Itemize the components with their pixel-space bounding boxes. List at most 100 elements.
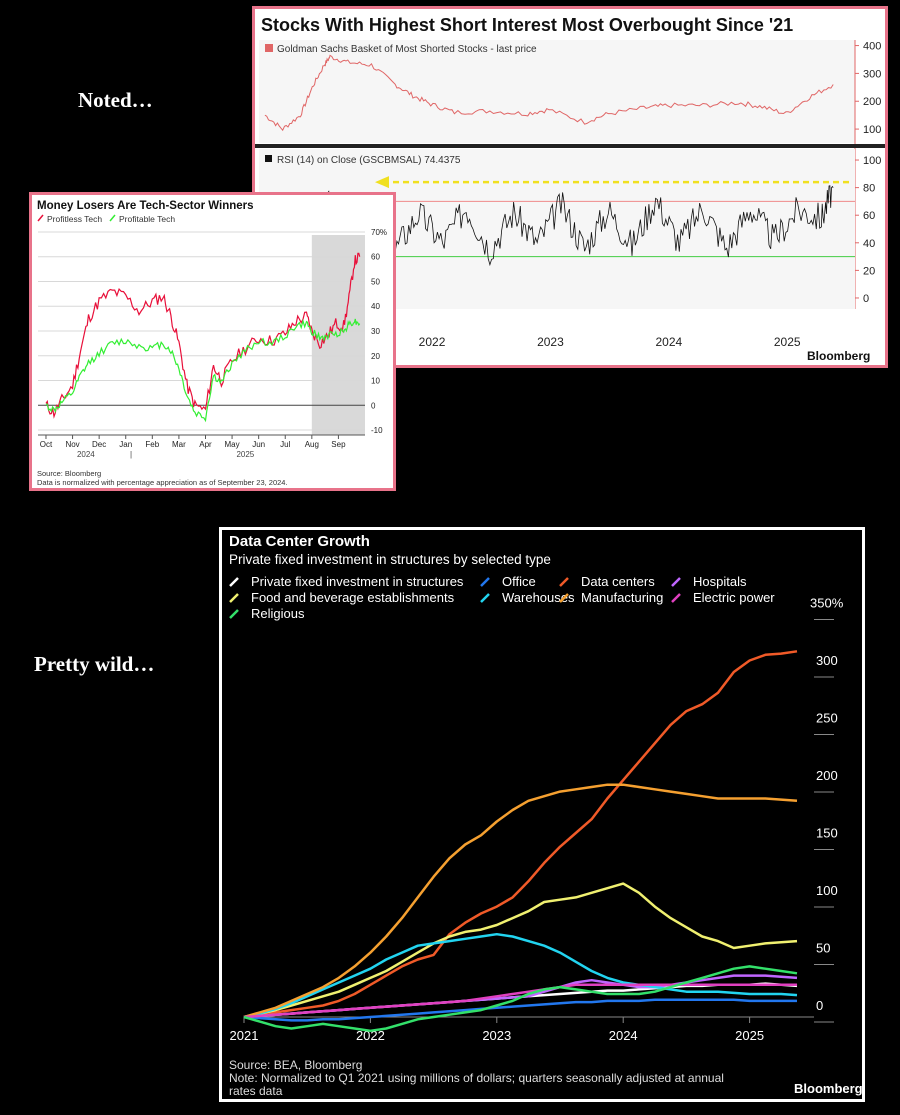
x-tick-label: Apr [199, 440, 212, 449]
y-tick-label: 40 [371, 302, 380, 311]
y-tick-label: 60 [371, 253, 380, 262]
top-y-tick-label: 100 [863, 124, 881, 136]
legend-swatch [229, 609, 239, 619]
y-tick-label: 30 [371, 327, 380, 336]
legend-label: Private fixed investment in structures [251, 574, 464, 589]
x-tick-label: Dec [92, 440, 106, 449]
overbought-arrow-head [375, 176, 389, 189]
chart-subtitle: Private fixed investment in structures b… [229, 552, 551, 567]
year-label: 2024 [77, 450, 95, 459]
x-tick-label: Aug [305, 440, 319, 449]
legend-label-profitable: Profitable Tech [119, 214, 175, 224]
x-tick-label: 2021 [230, 1028, 259, 1043]
bottom-y-tick-label: 0 [863, 293, 869, 305]
year-divider: | [130, 450, 132, 459]
data-center-growth-chart: Data Center Growth Private fixed investme… [219, 527, 865, 1102]
series-line [243, 650, 798, 1019]
x-tick-label: 2023 [482, 1028, 511, 1043]
top-y-tick-label: 400 [863, 41, 881, 53]
y-tick-label: 0 [371, 401, 376, 410]
source-brand: Bloomberg [807, 349, 870, 363]
y-tick-label: 20 [371, 352, 380, 361]
y-tick-label: 0 [816, 998, 823, 1013]
legend-label-basket: Goldman Sachs Basket of Most Shorted Sto… [277, 44, 537, 55]
x-tick-label: 2024 [609, 1028, 638, 1043]
bottom-y-tick-label: 40 [863, 238, 875, 250]
caption-pretty-wild: Pretty wild… [34, 652, 155, 676]
series-line [243, 783, 798, 1019]
y-tick-label: -10 [371, 426, 383, 435]
series-line [243, 983, 797, 1019]
bottom-y-tick-label: 20 [863, 265, 875, 277]
y-tick-label: 50 [816, 941, 830, 956]
data-center-growth-svg: Data Center Growth Private fixed investme… [229, 533, 863, 1098]
y-tick-label: 200 [816, 768, 838, 783]
series-line [243, 932, 798, 1019]
bottom-y-tick-label: 100 [863, 155, 881, 167]
x-tick-label: 2023 [537, 335, 564, 349]
legend-swatch [559, 577, 569, 587]
x-tick-label: 2022 [419, 335, 446, 349]
legend-swatch-rsi [265, 155, 272, 162]
legend-label: Data centers [581, 574, 655, 589]
legend-swatch [559, 593, 569, 603]
x-tick-label: 2024 [655, 335, 682, 349]
money-losers-chart: Money Losers Are Tech-Sector Winners Prof… [29, 192, 396, 491]
x-tick-label: Jun [252, 440, 265, 449]
x-tick-label: 2025 [735, 1028, 764, 1043]
chart-title: Data Center Growth [229, 533, 370, 550]
legend-swatch [671, 577, 681, 587]
legend-swatch [671, 593, 681, 603]
legend-label: Warehouses [502, 590, 575, 605]
series-line [243, 998, 797, 1022]
legend-swatch [480, 577, 490, 587]
x-tick-label: Jul [280, 440, 290, 449]
series-basket-line [264, 54, 834, 132]
series-line [243, 882, 798, 1019]
x-tick-label: Nov [65, 440, 79, 449]
shaded-region [311, 235, 365, 435]
x-tick-label: Feb [145, 440, 159, 449]
year-label: 2025 [236, 450, 254, 459]
y-tick-label: 150 [816, 826, 838, 841]
legend-label: Manufacturing [581, 590, 663, 605]
y-tick-label: 250 [816, 711, 838, 726]
x-tick-label: 2022 [356, 1028, 385, 1043]
top-y-tick-label: 300 [863, 68, 881, 80]
series-line [243, 965, 798, 1033]
legend-label: Religious [251, 606, 305, 621]
top-plot-bg [259, 40, 855, 143]
y-tick-label: 10 [371, 377, 380, 386]
legend-label-profitless: Profitless Tech [47, 214, 102, 224]
legend-label: Electric power [693, 590, 775, 605]
top-y-tick-label: 200 [863, 96, 881, 108]
panel-separator [255, 144, 885, 148]
legend-label-rsi: RSI (14) on Close (GSCBMSAL) 74.4375 [277, 155, 461, 166]
legend-swatch-basket [265, 44, 273, 52]
brand-label: Bloomberg [794, 1081, 862, 1096]
x-tick-label: Jan [119, 440, 132, 449]
legend-swatch-profitable [109, 214, 116, 222]
legend-label: Office [502, 574, 536, 589]
x-tick-label: Sep [331, 440, 346, 449]
bottom-y-tick-label: 80 [863, 183, 875, 195]
money-losers-svg: Money Losers Are Tech-Sector Winners Prof… [37, 200, 387, 487]
series-profitable-line [45, 318, 361, 423]
source-note: Source: BEA, Bloomberg [229, 1058, 362, 1072]
legend-label: Hospitals [693, 574, 747, 589]
chart-title: Stocks With Highest Short Interest Most … [261, 15, 793, 35]
y-tick-label: 350% [810, 596, 844, 611]
series-profitless-line [45, 252, 361, 419]
normalization-note-cont: rates data [229, 1084, 283, 1098]
source-note: Source: Bloomberg [37, 469, 101, 478]
y-tick-label: 300 [816, 653, 838, 668]
caption-noted: Noted… [78, 88, 153, 112]
bottom-y-tick-label: 60 [863, 210, 875, 222]
y-tick-label: 50 [371, 277, 380, 286]
x-tick-label: Mar [172, 440, 186, 449]
normalization-note: Note: Normalized to Q1 2021 using millio… [229, 1071, 724, 1085]
y-tick-label: 100 [816, 883, 838, 898]
legend-label: Food and beverage establishments [251, 590, 455, 605]
x-tick-label: 2025 [774, 335, 801, 349]
legend-swatch [229, 593, 239, 603]
